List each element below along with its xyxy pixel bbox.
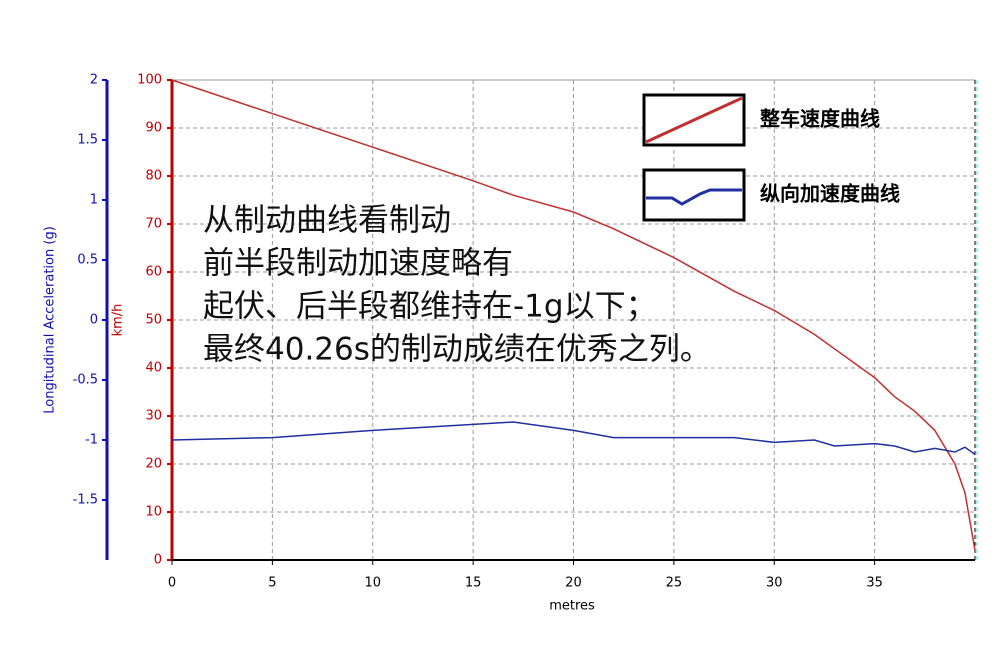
y-tick-label: 50 [145, 313, 162, 328]
annotation: 起伏、后半段都维持在-1g以下； [203, 289, 657, 325]
y-tick-label: 20 [145, 457, 162, 472]
legend-swatch [646, 188, 742, 206]
y-tick-label: 0 [154, 553, 162, 568]
y2-tick-label: 2 [90, 73, 98, 88]
x-tick-label: 30 [766, 576, 783, 591]
series-line [171, 421, 976, 456]
y-tick-label: 80 [145, 169, 162, 184]
x-tick-label: 5 [268, 576, 276, 591]
annotation: 前半段制动加速度略有 [203, 246, 513, 282]
y-axis-title: km/h [111, 304, 126, 337]
x-tick-label: 25 [666, 576, 683, 591]
x-axis-title: metres [549, 599, 595, 614]
annotation: 最终40.26s的制动成绩在优秀之列。 [203, 332, 711, 368]
y-tick-label: 90 [145, 121, 162, 136]
x-tick-label: 20 [565, 576, 582, 591]
y-tick-label: 100 [137, 73, 162, 88]
y2-axis-title: Longitudinal Acceleration (g) [43, 226, 58, 414]
legend-label: 整车速度曲线 [759, 107, 880, 131]
y2-tick-label: 0 [90, 313, 98, 328]
x-tick-label: 15 [465, 576, 482, 591]
y-tick-label: 60 [145, 265, 162, 280]
x-tick-label: 0 [168, 576, 176, 591]
x-tick-label: 35 [866, 576, 883, 591]
legend-box [642, 168, 746, 222]
legend-swatch [645, 96, 743, 144]
y2-tick-label: 1 [90, 193, 98, 208]
y2-tick-label: -1 [85, 433, 98, 448]
y2-tick-label: -0.5 [73, 373, 98, 388]
y-tick-label: 70 [145, 217, 162, 232]
y2-tick-label: 0.5 [77, 253, 98, 268]
annotation: 从制动曲线看制动 [203, 203, 451, 239]
legend-label: 纵向加速度曲线 [760, 182, 900, 206]
y-tick-label: 40 [145, 361, 162, 376]
x-tick-label: 10 [364, 576, 381, 591]
y-tick-label: 30 [145, 409, 162, 424]
series-line [171, 79, 976, 551]
y-tick-label: 10 [145, 505, 162, 520]
y2-tick-label: -1.5 [73, 493, 98, 508]
y2-tick-label: 1.5 [77, 133, 98, 148]
